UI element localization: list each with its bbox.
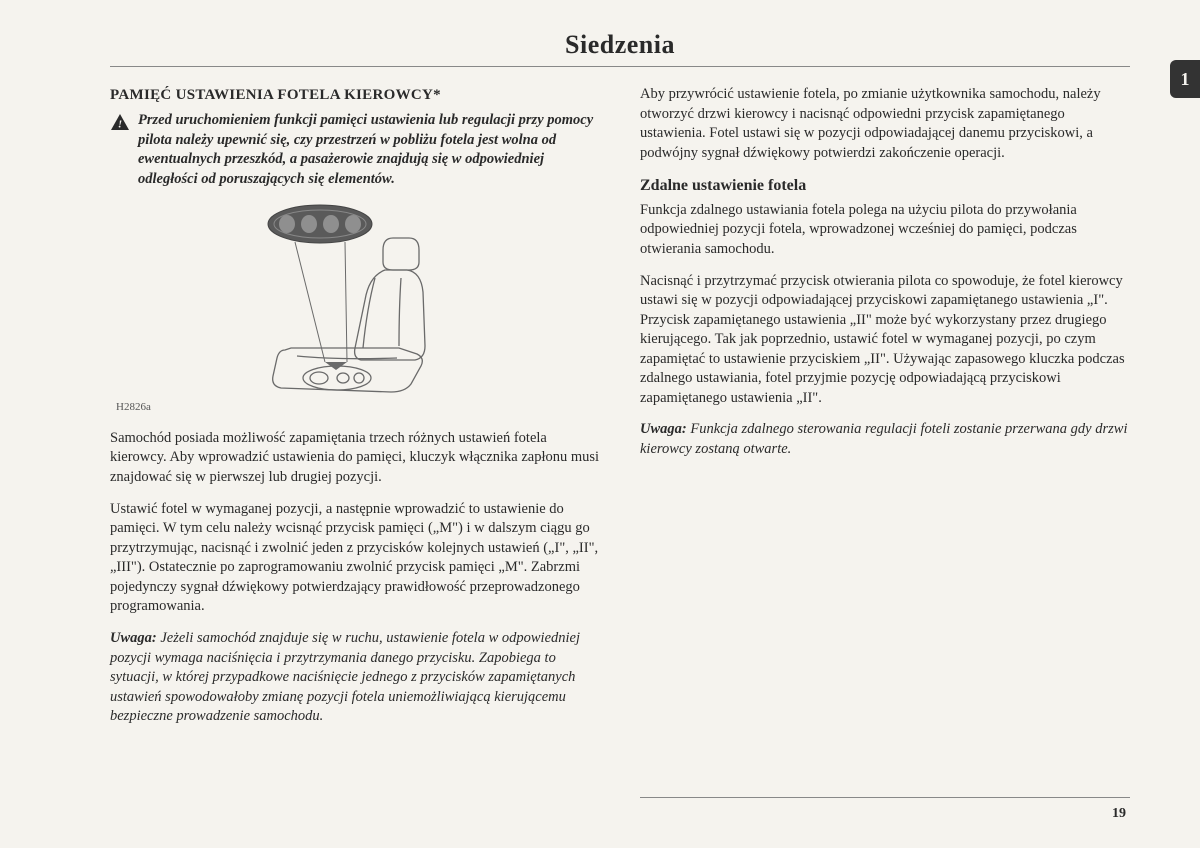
right-paragraph-3: Nacisnąć i przytrzymać przycisk otwieran… <box>640 272 1130 409</box>
left-paragraph-2: Ustawić fotel w wymaganej pozycji, a nas… <box>110 500 600 617</box>
content-columns: PAMIĘĆ USTAWIENIA FOTELA KIEROWCY* ! Prz… <box>110 85 1130 739</box>
seat-illustration-icon <box>225 200 485 400</box>
right-note: Uwaga: Funkcja zdalnego sterowania regul… <box>640 420 1130 459</box>
note-label: Uwaga: <box>640 421 687 437</box>
note-body: Jeżeli samochód znajduje się w ruchu, us… <box>110 630 580 724</box>
note-body: Funkcja zdalnego sterowania regulacji fo… <box>640 421 1127 457</box>
warning-icon: ! <box>110 113 130 138</box>
sub-heading: Zdalne ustawienie fotela <box>640 175 1130 197</box>
left-note: Uwaga: Jeżeli samochód znajduje się w ru… <box>110 629 600 727</box>
seat-figure: H2826a <box>110 200 600 415</box>
right-column: Aby przywrócić ustawienie fotela, po zmi… <box>640 85 1130 739</box>
section-heading: PAMIĘĆ USTAWIENIA FOTELA KIEROWCY* <box>110 85 600 105</box>
right-paragraph-2: Funkcja zdalnego ustawiania fotela poleg… <box>640 201 1130 260</box>
manual-page: Siedzenia 1 PAMIĘĆ USTAWIENIA FOTELA KIE… <box>0 0 1200 848</box>
left-paragraph-1: Samochód posiada możliwość zapamiętania … <box>110 429 600 488</box>
section-tab: 1 <box>1170 60 1200 98</box>
page-title: Siedzenia <box>110 30 1130 60</box>
page-number: 19 <box>1112 806 1126 822</box>
right-paragraph-1: Aby przywrócić ustawienie fotela, po zmi… <box>640 85 1130 163</box>
svg-text:!: ! <box>118 119 122 131</box>
warning-block: ! Przed uruchomieniem funkcji pamięci us… <box>110 111 600 189</box>
footer-rule <box>640 797 1130 798</box>
note-label: Uwaga: <box>110 630 157 646</box>
figure-label: H2826a <box>116 400 600 415</box>
header-rule <box>110 66 1130 67</box>
left-column: PAMIĘĆ USTAWIENIA FOTELA KIEROWCY* ! Prz… <box>110 85 600 739</box>
warning-text: Przed uruchomieniem funkcji pamięci usta… <box>138 111 600 189</box>
